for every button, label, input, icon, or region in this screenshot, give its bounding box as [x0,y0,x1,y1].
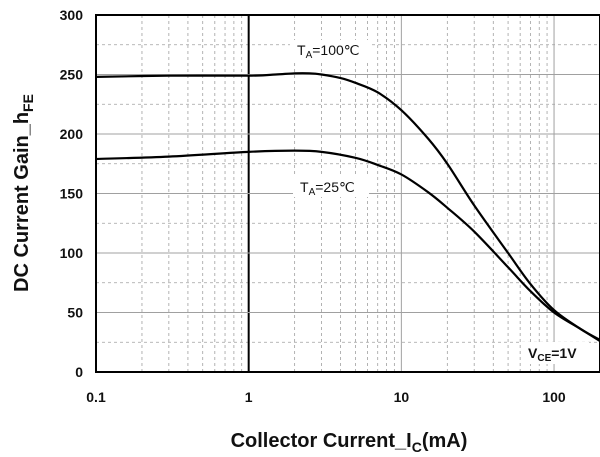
y-axis-title-main: DC Current Gain_h [11,112,33,292]
y-axis-title: DC Current Gain_hFE [11,94,36,292]
x-axis-title-unit: (mA) [422,430,468,452]
series-line-0 [95,72,600,341]
x-axis-title: Collector Current_IC(mA) [231,430,468,455]
series-layer [95,72,600,342]
x-tick-labels: 0.1 1 10 100 [86,389,566,405]
y-axis-title-sub: FE [20,94,36,112]
y-tick-label: 50 [67,305,83,321]
series-line-1 [95,149,600,342]
x-tick-label: 0.1 [86,389,106,405]
x-axis-title-sub: C [412,439,422,455]
series-label-0-sub: A [306,50,313,61]
y-tick-labels: 0 50 100 150 200 250 300 [60,7,84,380]
y-tick-label: 0 [75,364,83,380]
x-tick-label: 100 [542,389,566,405]
condition-label-sub: CE [537,353,551,364]
x-tick-label: 1 [245,389,253,405]
series-label-1-bg [293,177,369,197]
series-label-0: TA=100℃ [297,42,360,61]
plot-frame [95,14,600,373]
condition-label: VCE=1V [528,345,577,364]
series-label-0-rest: =100℃ [312,42,359,58]
series-label-1-sub: A [309,187,316,198]
series-label-1-rest: =25℃ [315,179,354,195]
condition-label-bg [521,342,589,364]
series-label-0-bg [290,40,370,60]
y-tick-label: 150 [60,186,84,202]
x-tick-label: 10 [394,389,410,405]
condition-label-main: V [528,345,538,361]
x-axis-title-main: Collector Current_I [231,430,412,452]
series-label-1-main: T [300,179,309,195]
grid-major [96,15,600,372]
y-tick-label: 200 [60,126,84,142]
y-tick-label: 250 [60,67,84,83]
y-tick-label: 100 [60,245,84,261]
series-label-0-main: T [297,42,306,58]
condition-label-rest: =1V [551,345,577,361]
y-tick-label: 300 [60,7,84,23]
series-label-1: TA=25℃ [300,179,355,198]
